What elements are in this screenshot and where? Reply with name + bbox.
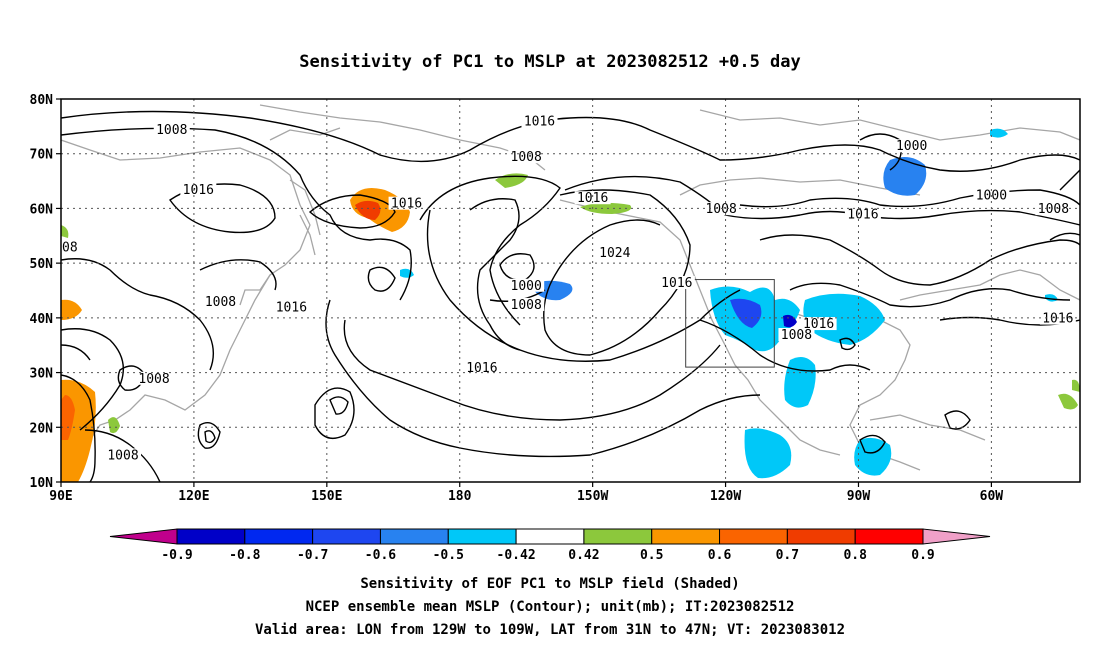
lat-tick-label: 50N <box>30 257 54 272</box>
contour-label: 1008 <box>781 328 812 343</box>
contour-label: 1008 <box>156 123 187 138</box>
contour-label-bg <box>1035 202 1072 216</box>
figure-title: Sensitivity of PC1 to MSLP at 2023082512… <box>299 52 801 72</box>
lat-tick-label: 60N <box>30 202 54 217</box>
colorbar-band <box>515 528 585 545</box>
lat-tick-label: 30N <box>30 367 54 382</box>
caption-line-3: Valid area: LON from 129W to 109W, LAT f… <box>255 622 845 638</box>
lat-tick-label: 20N <box>30 421 54 436</box>
contour-label: 1016 <box>183 183 214 198</box>
colorbar-tick-label: 0.5 <box>640 548 663 563</box>
lon-tick-label: 90W <box>847 489 871 504</box>
contour-label: 1024 <box>599 246 630 261</box>
colorbar-band <box>176 528 246 545</box>
colorbar-tick-label: -0.9 <box>161 548 192 563</box>
contour-label: 1008 <box>511 298 542 313</box>
contour-label: 1008 <box>205 295 236 310</box>
contour-label-bg <box>463 360 500 374</box>
contour-label: 1000 <box>511 279 542 294</box>
colorbar-band <box>244 528 314 545</box>
colorbar-band <box>312 528 381 545</box>
colorbar-tick-label: -0.7 <box>297 548 328 563</box>
contour-label-bg <box>180 183 217 197</box>
longitude-axis: 90E 120E 150E 180 150W 120W 90W 60W <box>49 482 1003 504</box>
latitude-axis: 80N 70N 60N 50N 40N 30N 20N 10N <box>30 93 61 491</box>
lon-tick-label: 60W <box>980 489 1004 504</box>
contour-label-bg <box>136 371 173 385</box>
lon-tick-label: 180 <box>448 489 472 504</box>
lon-tick-label: 90E <box>49 489 72 504</box>
contour-label-bg <box>61 240 80 254</box>
valid-area-box <box>685 279 775 368</box>
contour-label-bg <box>658 276 695 290</box>
contour-label-bg <box>596 245 633 259</box>
contour-label: 1016 <box>661 276 692 291</box>
contour-label: 1016 <box>1042 312 1073 327</box>
contour-label: 1016 <box>847 208 878 223</box>
lat-tick-label: 80N <box>30 93 54 108</box>
contour-labels: 1016 1008 1008 1000 1016 1016 1016 1008 1016 1000… <box>61 114 1100 463</box>
lat-tick-label: 70N <box>30 148 54 163</box>
map-panel: 1016 1008 1008 1000 1016 1016 1016 1008 1016 1000… <box>30 93 1100 504</box>
colorbar-band <box>583 528 653 545</box>
colorbar-tick-label: -0.5 <box>433 548 464 563</box>
contour-label: 1000 <box>896 139 927 154</box>
contour-label: 1016 <box>276 301 307 316</box>
colorbar-band <box>651 528 721 545</box>
caption-line-1: Sensitivity of EOF PC1 to MSLP field (Sh… <box>360 576 739 592</box>
colorbar-tick-label: 0.9 <box>911 548 934 563</box>
colorbar-tick-label: 0.8 <box>843 548 867 563</box>
contour-label-bg <box>1079 207 1080 221</box>
contour-label-bg <box>521 114 558 128</box>
colorbar-tick-label: -0.8 <box>229 548 260 563</box>
contour-label: 1008 <box>138 372 169 387</box>
contour-label-bg <box>778 328 815 342</box>
colorbar-tick-label: -0.42 <box>497 548 536 563</box>
colorbar-band <box>447 528 517 545</box>
caption-line-2: NCEP ensemble mean MSLP (Contour); unit(… <box>306 599 795 615</box>
colorbar: -0.9 -0.8 -0.7 -0.6 -0.5 -0.42 0.42 0.5 0.6 0.7 0.… <box>109 528 991 563</box>
contour-label-bg <box>153 122 190 136</box>
colorbar-tick-label: 0.6 <box>708 548 732 563</box>
contour-label: 1016 <box>524 115 555 130</box>
contour-label: 1016 <box>1082 208 1100 223</box>
contour-label: 1008 <box>705 202 736 217</box>
gridlines <box>61 99 1080 482</box>
colorbar-band <box>854 528 924 545</box>
colorbar-band <box>719 528 788 545</box>
contour-label-bg <box>105 448 142 462</box>
lat-tick-label: 10N <box>30 476 54 491</box>
colorbar-band <box>786 528 856 545</box>
contour-label-bg <box>508 297 545 311</box>
contour-label-bg <box>973 188 1010 202</box>
lon-tick-label: 150E <box>311 489 342 504</box>
contour-label-bg <box>388 196 425 210</box>
contour-label: 08 <box>62 240 78 255</box>
lat-tick-label: 40N <box>30 312 54 327</box>
colorbar-tick-label: -0.6 <box>365 548 396 563</box>
lon-tick-label: 150W <box>577 489 608 504</box>
contour-label-bg <box>844 207 881 221</box>
contour-label: 1008 <box>107 448 138 463</box>
contour-label-bg <box>800 317 837 331</box>
lon-tick-label: 120E <box>178 489 209 504</box>
contour-label-bg <box>574 191 611 205</box>
contour-label: 1016 <box>577 191 608 206</box>
colorbar-band <box>379 528 449 545</box>
contour-label-bg <box>508 278 545 292</box>
contour-label-bg <box>273 300 310 314</box>
contour-label: 1016 <box>466 361 497 376</box>
colorbar-extend-high <box>922 528 991 545</box>
contour-label-bg <box>202 295 239 309</box>
lon-tick-label: 120W <box>710 489 741 504</box>
colorbar-tick-label: 0.42 <box>568 548 599 563</box>
map-frame <box>60 98 1081 483</box>
contour-label: 1008 <box>511 150 542 165</box>
contour-label: 1016 <box>391 197 422 212</box>
contour-label: 1008 <box>1038 202 1069 217</box>
colorbar-tick-label: 0.7 <box>776 548 799 563</box>
contour-label-bg <box>893 139 930 153</box>
colorbar-extend-low <box>109 528 178 545</box>
